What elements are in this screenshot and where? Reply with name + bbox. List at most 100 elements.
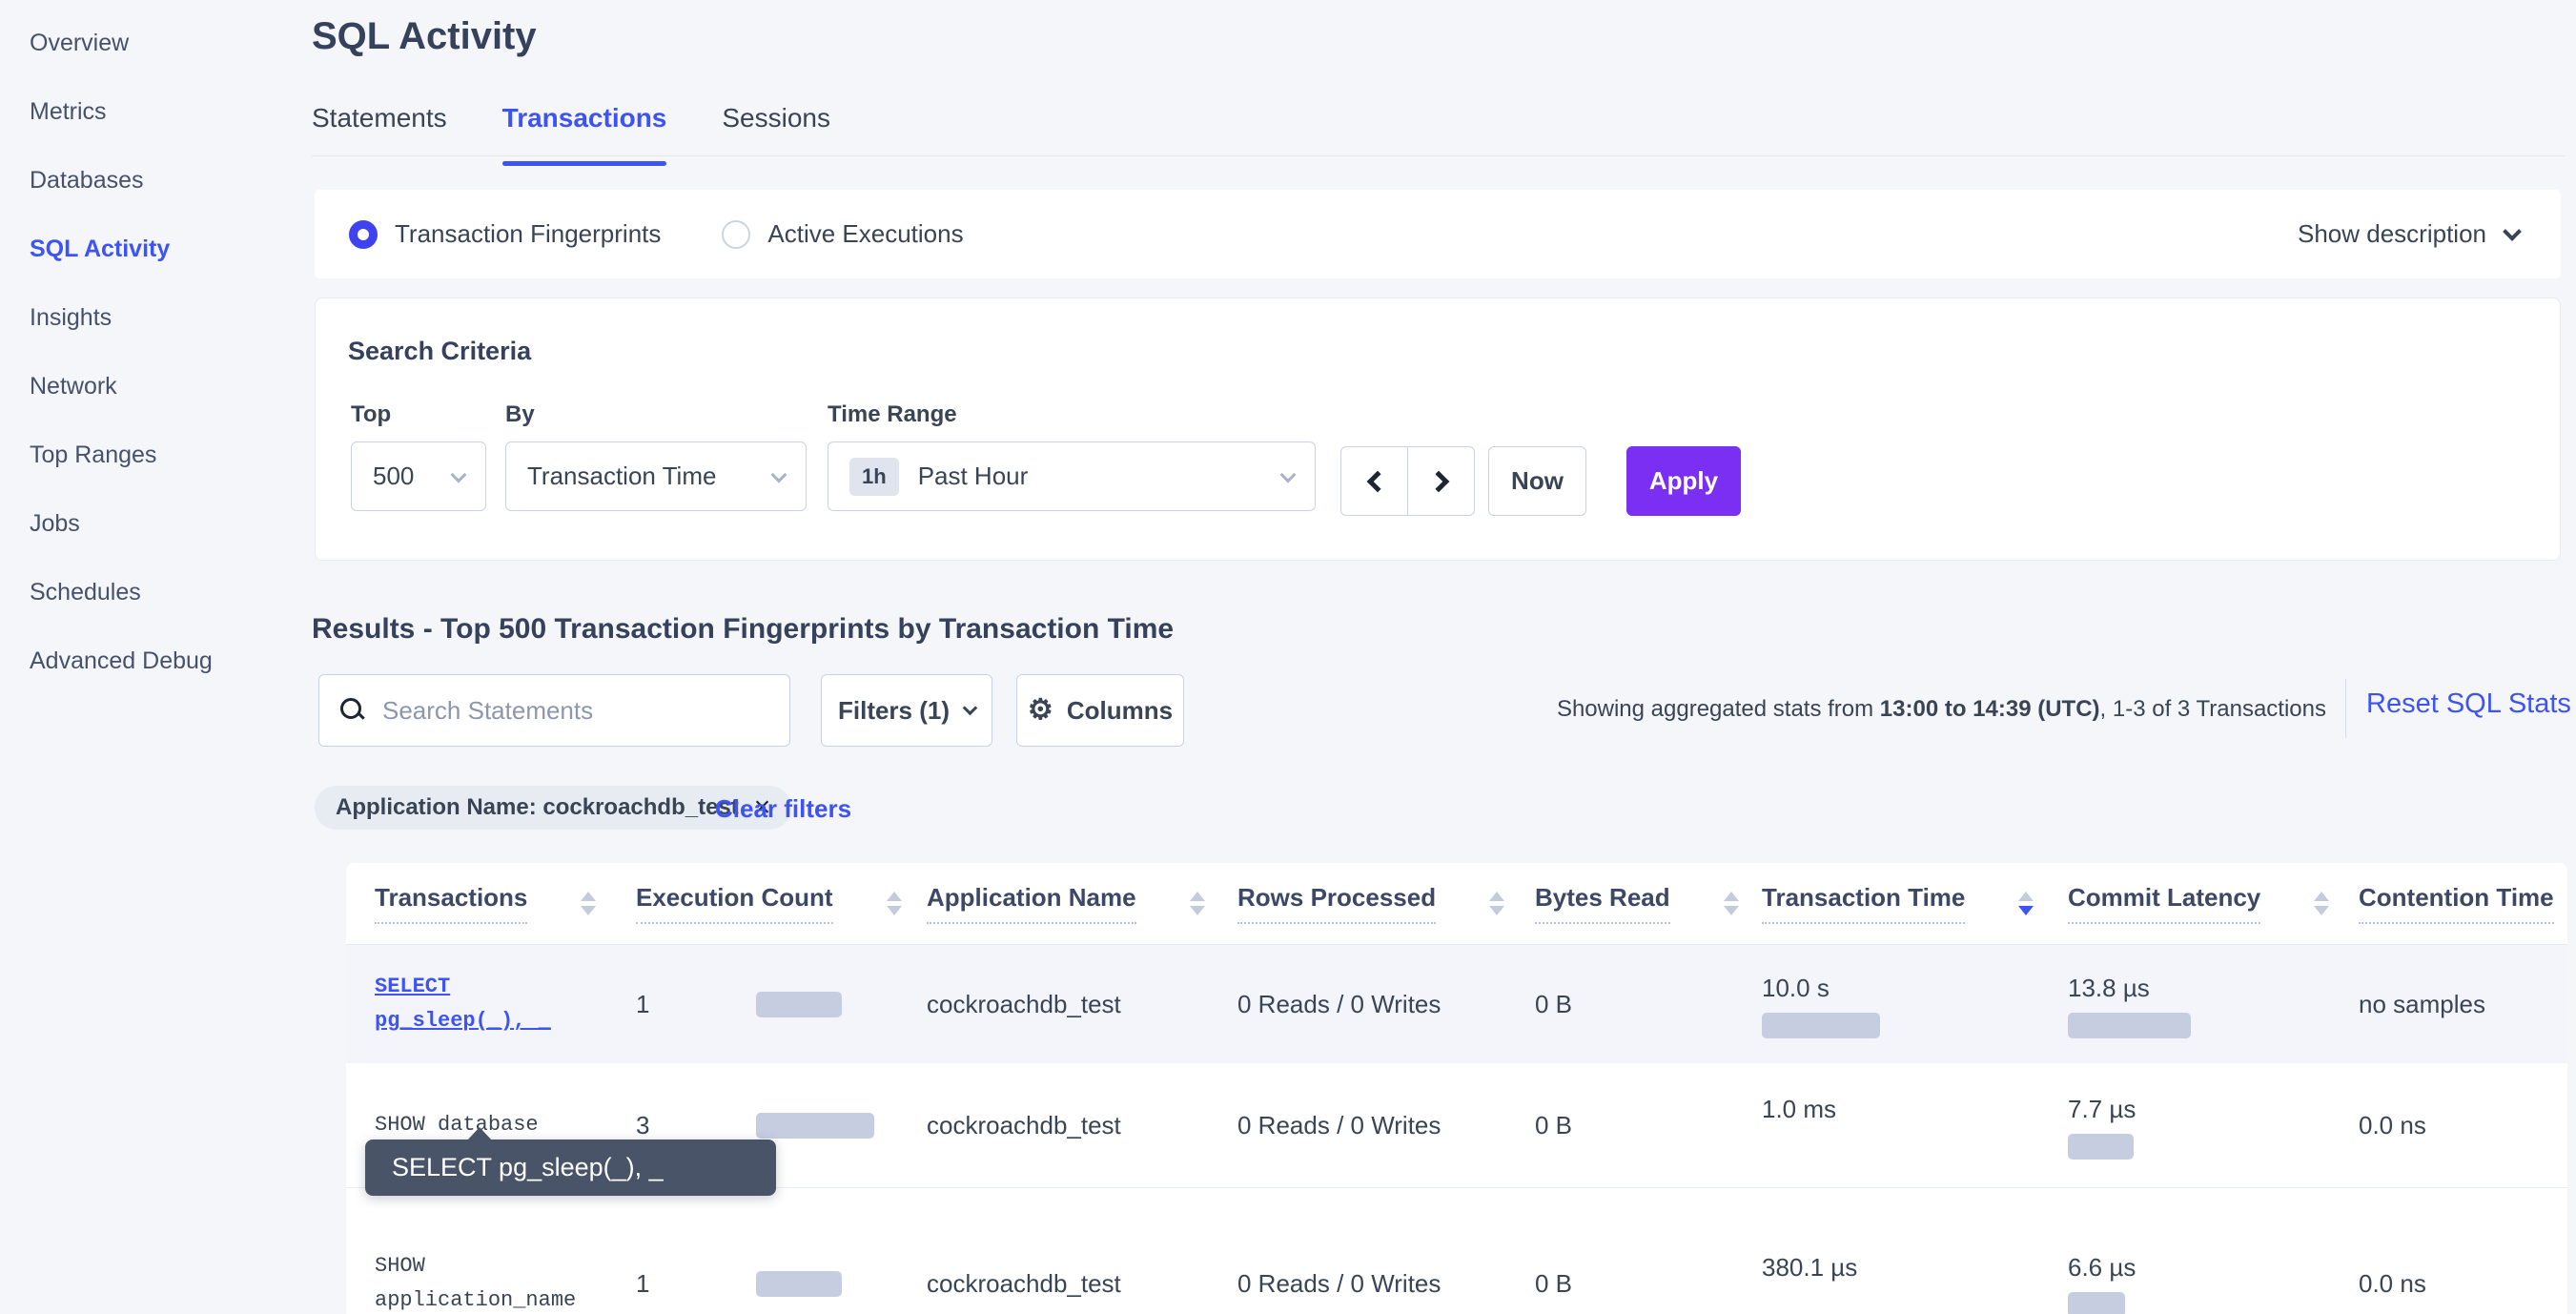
execution-count-bar xyxy=(756,991,842,1017)
sidebar-item-overview[interactable]: Overview xyxy=(30,29,130,56)
column-header-commit-latency[interactable]: Commit Latency xyxy=(2068,883,2359,924)
time-range-label: Time Range xyxy=(828,401,957,427)
execution-count-value: 3 xyxy=(636,1110,650,1139)
radio-selected-icon xyxy=(349,219,378,249)
sort-icon[interactable] xyxy=(1489,892,1505,915)
commit-latency-value: 7.7 µs xyxy=(2068,1094,2136,1123)
results-heading: Results - Top 500 Transaction Fingerprin… xyxy=(312,613,1175,645)
contention-time-value: 0.0 ns xyxy=(2359,1268,2426,1298)
rows-processed-value: 0 Reads / 0 Writes xyxy=(1237,1110,1441,1139)
sort-icon[interactable] xyxy=(1723,892,1739,915)
filters-button[interactable]: Filters (1) xyxy=(821,674,992,747)
sidebar-item-sql-activity[interactable]: SQL Activity xyxy=(30,235,171,262)
column-header-rows-processed[interactable]: Rows Processed xyxy=(1237,883,1535,924)
now-button[interactable]: Now xyxy=(1488,446,1586,516)
sidebar-item-databases[interactable]: Databases xyxy=(30,166,144,194)
search-input[interactable] xyxy=(382,695,768,726)
sidebar: Overview Metrics Databases SQL Activity … xyxy=(0,0,312,1314)
gear-icon: ⚙ xyxy=(1027,694,1053,726)
column-header-execution-count[interactable]: Execution Count xyxy=(636,883,927,924)
search-statements-box xyxy=(318,674,790,747)
column-header-bytes-read[interactable]: Bytes Read xyxy=(1535,883,1762,924)
close-icon[interactable]: × xyxy=(753,791,771,823)
columns-button[interactable]: ⚙ Columns xyxy=(1016,674,1184,747)
radio-label: Transaction Fingerprints xyxy=(395,219,662,248)
radio-label: Active Executions xyxy=(767,219,964,248)
radio-active-executions[interactable]: Active Executions xyxy=(722,219,964,249)
clear-filters-link[interactable]: Clear filters xyxy=(715,794,852,823)
top-select[interactable]: 500 xyxy=(351,441,486,511)
chevron-down-icon xyxy=(2503,221,2522,241)
column-header-contention-time[interactable]: Contention Time xyxy=(2359,883,2567,924)
columns-label: Columns xyxy=(1066,695,1174,725)
commit-latency-value: 13.8 µs xyxy=(2068,973,2150,1002)
transaction-fingerprint[interactable]: SHOW application_name xyxy=(375,1254,577,1312)
page-title: SQL Activity xyxy=(312,15,537,57)
sort-icon[interactable] xyxy=(1189,892,1205,915)
application-name-value: cockroachdb_test xyxy=(927,1268,1121,1298)
show-description-label: Show description xyxy=(2298,219,2486,248)
sort-icon[interactable] xyxy=(886,892,902,915)
sidebar-item-network[interactable]: Network xyxy=(30,372,117,400)
bytes-read-value: 0 B xyxy=(1535,989,1573,1018)
apply-button[interactable]: Apply xyxy=(1626,446,1741,516)
time-range-select[interactable]: 1h Past Hour xyxy=(828,441,1316,511)
commit-latency-value: 6.6 µs xyxy=(2068,1252,2136,1282)
sort-desc-icon[interactable] xyxy=(2018,892,2034,915)
stats-divider xyxy=(2345,679,2346,738)
contention-time-value: 0.0 ns xyxy=(2359,1110,2426,1139)
filter-chip-label: Application Name: cockroachdb_test xyxy=(336,794,739,820)
chevron-down-icon xyxy=(962,700,978,716)
top-select-value: 500 xyxy=(373,462,415,490)
rows-processed-value: 0 Reads / 0 Writes xyxy=(1237,1268,1441,1298)
transaction-time-bar xyxy=(1762,1012,1880,1038)
top-label: Top xyxy=(351,401,392,427)
sidebar-item-jobs[interactable]: Jobs xyxy=(30,509,80,537)
sidebar-item-insights[interactable]: Insights xyxy=(30,303,112,331)
rows-processed-value: 0 Reads / 0 Writes xyxy=(1237,989,1441,1018)
column-header-application-name[interactable]: Application Name xyxy=(927,883,1237,924)
radio-unselected-icon xyxy=(722,219,751,249)
application-name-value: cockroachdb_test xyxy=(927,989,1121,1018)
chevron-down-icon xyxy=(450,466,467,482)
next-time-button[interactable] xyxy=(1407,447,1474,515)
table-row[interactable]: SELECT pg_sleep(_), _ 1 cockroachdb_test… xyxy=(346,945,2567,1196)
time-window-arrows xyxy=(1340,446,1475,516)
application-name-value: cockroachdb_test xyxy=(927,1110,1121,1139)
commit-latency-bar xyxy=(2068,1012,2191,1038)
execution-count-bar xyxy=(756,1112,874,1139)
tab-statements[interactable]: Statements xyxy=(312,103,447,133)
search-criteria-title: Search Criteria xyxy=(348,337,532,365)
tab-sessions[interactable]: Sessions xyxy=(722,103,830,133)
tab-bar: Statements Transactions Sessions xyxy=(312,103,830,166)
commit-latency-bar xyxy=(2068,1291,2125,1314)
transaction-fingerprint-link[interactable]: SELECT pg_sleep(_), _ xyxy=(375,975,551,1033)
show-description-toggle[interactable]: Show description xyxy=(2298,219,2522,249)
prev-time-button[interactable] xyxy=(1341,447,1407,515)
radio-transaction-fingerprints[interactable]: Transaction Fingerprints xyxy=(349,219,661,249)
table-row[interactable]: SHOW application_name 1 cockroachdb_test… xyxy=(346,1188,2567,1314)
tabs-divider xyxy=(312,155,2565,156)
sort-icon[interactable] xyxy=(581,892,597,915)
reset-sql-stats-link[interactable]: Reset SQL Stats xyxy=(2366,688,2571,719)
search-icon xyxy=(340,698,365,723)
bytes-read-value: 0 B xyxy=(1535,1110,1573,1139)
sort-icon[interactable] xyxy=(2314,892,2330,915)
sidebar-item-top-ranges[interactable]: Top Ranges xyxy=(30,441,157,468)
sidebar-item-advanced-debug[interactable]: Advanced Debug xyxy=(30,647,213,674)
by-select[interactable]: Transaction Time xyxy=(505,441,807,511)
tab-transactions[interactable]: Transactions xyxy=(501,103,666,166)
chevron-left-icon xyxy=(1366,470,1388,492)
sidebar-item-metrics[interactable]: Metrics xyxy=(30,97,107,125)
transactions-table: Transactions Execution Count Application… xyxy=(346,863,2567,1314)
execution-count-bar xyxy=(756,1270,842,1297)
transaction-time-value: 380.1 µs xyxy=(1762,1252,1858,1282)
filters-label: Filters (1) xyxy=(837,695,951,725)
transaction-fingerprint[interactable]: SHOW database xyxy=(375,1113,539,1137)
bytes-read-value: 0 B xyxy=(1535,1268,1573,1298)
search-criteria-panel: Search Criteria Top 500 By Transaction T… xyxy=(315,298,2561,561)
column-header-transactions[interactable]: Transactions xyxy=(375,883,636,924)
execution-count-value: 1 xyxy=(636,1268,650,1298)
column-header-transaction-time[interactable]: Transaction Time xyxy=(1762,883,2068,924)
sidebar-item-schedules[interactable]: Schedules xyxy=(30,578,141,606)
